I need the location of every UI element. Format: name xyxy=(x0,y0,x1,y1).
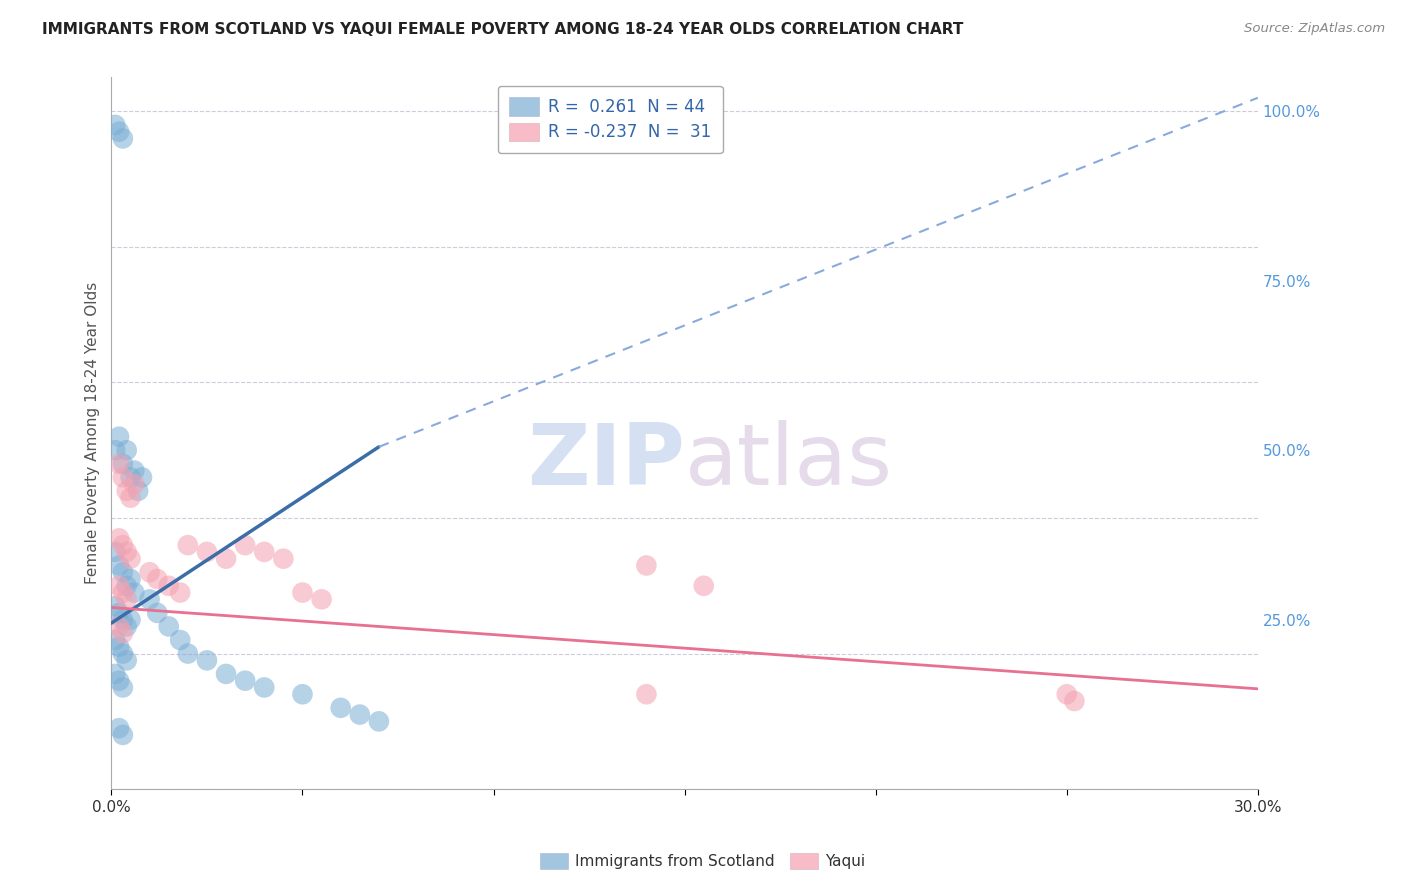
Point xyxy=(177,538,200,552)
Point xyxy=(111,681,134,695)
Point xyxy=(111,470,134,484)
Text: ZIP: ZIP xyxy=(527,420,685,503)
Point xyxy=(108,430,131,444)
Text: atlas: atlas xyxy=(685,420,893,503)
Point xyxy=(108,619,131,633)
Point xyxy=(111,647,134,661)
Text: Source: ZipAtlas.com: Source: ZipAtlas.com xyxy=(1244,22,1385,36)
Point xyxy=(124,585,146,599)
Point xyxy=(195,545,218,559)
Point xyxy=(1056,687,1078,701)
Point xyxy=(146,572,169,586)
Point xyxy=(253,681,276,695)
Point xyxy=(120,572,142,586)
Point xyxy=(111,131,134,145)
Point xyxy=(104,118,127,132)
Point xyxy=(169,633,191,648)
Point xyxy=(120,491,142,505)
Point xyxy=(215,551,238,566)
Point xyxy=(124,477,146,491)
Point xyxy=(177,647,200,661)
Point xyxy=(138,566,160,580)
Point xyxy=(157,619,180,633)
Point xyxy=(120,470,142,484)
Point xyxy=(1063,694,1085,708)
Point xyxy=(108,125,131,139)
Point xyxy=(111,626,134,640)
Legend: Immigrants from Scotland, Yaqui: Immigrants from Scotland, Yaqui xyxy=(534,847,872,875)
Point xyxy=(157,579,180,593)
Point xyxy=(115,579,138,593)
Point xyxy=(124,464,146,478)
Point xyxy=(127,483,149,498)
Point xyxy=(104,599,127,614)
Point xyxy=(111,538,134,552)
Point xyxy=(273,551,295,566)
Point xyxy=(115,443,138,458)
Point xyxy=(108,721,131,735)
Point xyxy=(108,558,131,573)
Point xyxy=(291,585,314,599)
Point xyxy=(115,653,138,667)
Point xyxy=(108,532,131,546)
Point xyxy=(104,633,127,648)
Legend: R =  0.261  N = 44, R = -0.237  N =  31: R = 0.261 N = 44, R = -0.237 N = 31 xyxy=(498,86,723,153)
Point xyxy=(115,592,138,607)
Point xyxy=(115,483,138,498)
Point xyxy=(215,667,238,681)
Point xyxy=(169,585,191,599)
Point xyxy=(108,673,131,688)
Point xyxy=(291,687,314,701)
Point xyxy=(108,457,131,471)
Y-axis label: Female Poverty Among 18-24 Year Olds: Female Poverty Among 18-24 Year Olds xyxy=(86,282,100,584)
Point xyxy=(131,470,153,484)
Point xyxy=(693,579,716,593)
Point xyxy=(349,707,371,722)
Point xyxy=(233,538,256,552)
Point xyxy=(233,673,256,688)
Point xyxy=(108,606,131,620)
Point xyxy=(636,558,658,573)
Point xyxy=(253,545,276,559)
Text: IMMIGRANTS FROM SCOTLAND VS YAQUI FEMALE POVERTY AMONG 18-24 YEAR OLDS CORRELATI: IMMIGRANTS FROM SCOTLAND VS YAQUI FEMALE… xyxy=(42,22,963,37)
Point xyxy=(108,579,131,593)
Point xyxy=(104,667,127,681)
Point xyxy=(111,728,134,742)
Point xyxy=(636,687,658,701)
Point xyxy=(195,653,218,667)
Point xyxy=(120,613,142,627)
Point xyxy=(115,619,138,633)
Point xyxy=(115,545,138,559)
Point xyxy=(111,585,134,599)
Point xyxy=(104,443,127,458)
Point xyxy=(108,640,131,654)
Point xyxy=(111,457,134,471)
Point xyxy=(367,714,389,729)
Point xyxy=(146,606,169,620)
Point xyxy=(120,551,142,566)
Point xyxy=(111,566,134,580)
Point xyxy=(111,613,134,627)
Point xyxy=(329,701,352,715)
Point xyxy=(138,592,160,607)
Point xyxy=(311,592,333,607)
Point xyxy=(104,545,127,559)
